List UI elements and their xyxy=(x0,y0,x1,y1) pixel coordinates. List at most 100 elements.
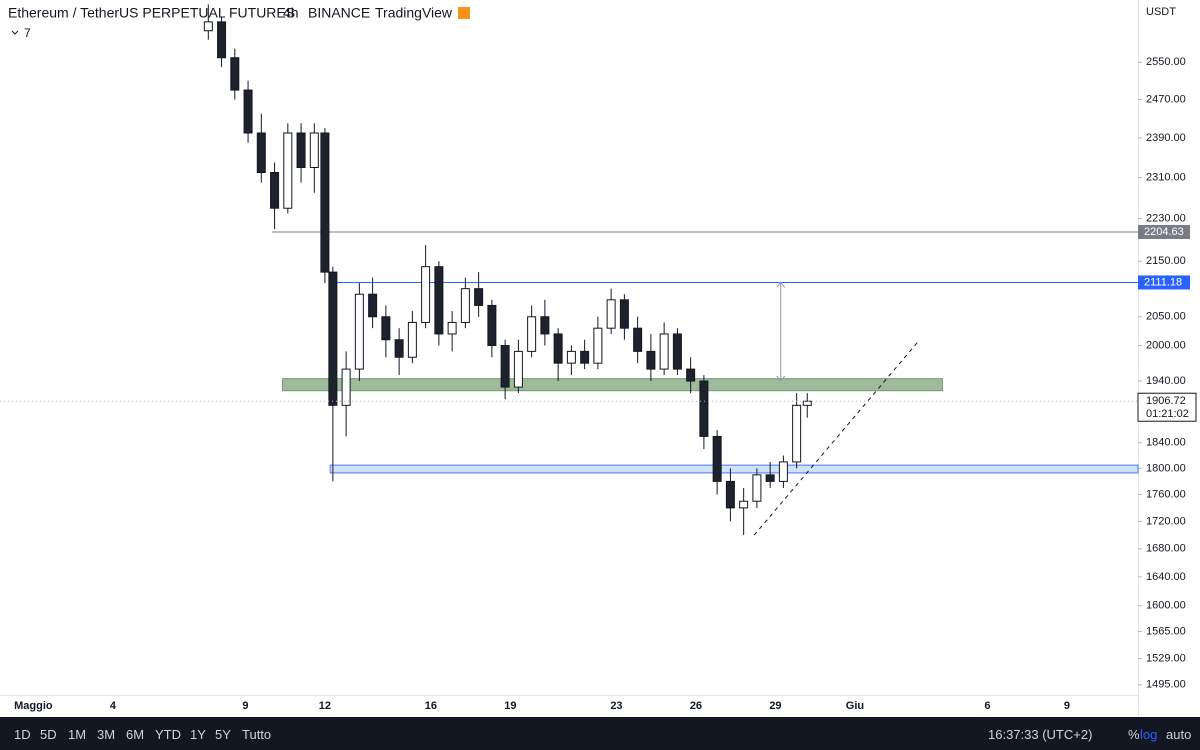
candle-body xyxy=(256,132,266,174)
x-tick-label: 26 xyxy=(690,700,702,712)
auto-toggle[interactable]: auto xyxy=(1166,727,1192,742)
x-tick-label: 29 xyxy=(769,700,781,712)
candle-body xyxy=(593,327,603,364)
candle-body xyxy=(243,89,253,134)
range-button[interactable]: 1D xyxy=(14,727,31,742)
candle-body xyxy=(328,271,338,406)
y-tick-label: 1720.00 xyxy=(1146,515,1186,527)
level-label: 2204.63 xyxy=(1144,226,1184,238)
plot-area xyxy=(0,4,1139,536)
candle-body xyxy=(434,266,444,335)
range-button[interactable]: Tutto xyxy=(242,727,272,742)
trend-line xyxy=(753,342,918,536)
percent-toggle[interactable]: % xyxy=(1128,727,1140,742)
candle-body xyxy=(460,288,470,323)
candle-body xyxy=(725,480,735,509)
y-tick-label: 2230.00 xyxy=(1146,213,1186,225)
last-price-label: 1906.72 xyxy=(1146,395,1186,407)
collapse-icon[interactable] xyxy=(11,30,19,35)
candle-body xyxy=(633,327,643,352)
range-button[interactable]: 3M xyxy=(97,727,116,742)
range-button[interactable]: 1M xyxy=(68,727,87,742)
zone xyxy=(329,464,1139,474)
x-tick-label: 19 xyxy=(504,700,516,712)
y-tick-label: 1840.00 xyxy=(1146,437,1186,449)
y-tick-label: 1495.00 xyxy=(1146,679,1186,691)
x-tick-label: 12 xyxy=(319,700,331,712)
candle-body xyxy=(394,339,404,358)
toolbar: % log auto 16:37:33 (UTC+2) 1D 5D 1M 3M 6M YT… xyxy=(0,717,1200,750)
candle-body xyxy=(381,316,391,341)
range-button[interactable]: 5Y xyxy=(215,727,231,742)
candle-body xyxy=(487,304,497,347)
last-price-tag xyxy=(1137,392,1197,422)
y-tick-label: 1940.00 xyxy=(1146,375,1186,387)
candle-body xyxy=(672,333,682,370)
y-tick-label: 1600.00 xyxy=(1146,600,1186,612)
candle-body xyxy=(309,132,319,168)
x-tick-label: 16 xyxy=(425,700,437,712)
candle-body xyxy=(283,132,293,209)
candle-body xyxy=(296,132,306,168)
candle-body xyxy=(566,350,576,364)
candle-body xyxy=(646,350,656,370)
candle-body xyxy=(320,132,330,273)
x-tick-label: Giu xyxy=(846,700,864,712)
level-tag xyxy=(1138,275,1190,290)
candle-body xyxy=(765,474,775,482)
candle-body xyxy=(802,400,812,406)
zone xyxy=(282,378,943,392)
measure-arrow xyxy=(776,281,786,382)
candle-body xyxy=(447,321,457,335)
y-tick-label: 2550.00 xyxy=(1146,56,1186,68)
range-button[interactable]: 6M xyxy=(126,727,145,742)
y-tick-label: 1680.00 xyxy=(1146,543,1186,555)
y-tick-label: 2470.00 xyxy=(1146,93,1186,105)
range-button[interactable]: 1Y xyxy=(190,727,206,742)
clock: 16:37:33 (UTC+2) xyxy=(988,727,1093,742)
candle-body xyxy=(712,435,722,482)
candle-body xyxy=(217,21,227,59)
chart: Ethereum / TetherUS PERPETUAL FUTURES 4h… xyxy=(0,0,1197,717)
candle-body xyxy=(513,350,523,388)
x-tick-label: 4 xyxy=(110,700,117,712)
y-tick-label: 2390.00 xyxy=(1146,132,1186,144)
candle-body xyxy=(606,299,616,329)
countdown: 01:21:02 xyxy=(1146,408,1189,420)
log-toggle[interactable]: log xyxy=(1140,727,1158,742)
candle-body xyxy=(540,316,550,335)
indicator-count: 7 xyxy=(24,26,31,40)
range-button[interactable]: YTD xyxy=(155,727,181,742)
flag-icon[interactable] xyxy=(458,7,470,19)
x-tick-label: 9 xyxy=(242,700,248,712)
x-tick-label: Maggio xyxy=(14,700,53,712)
interval: 4h xyxy=(283,5,299,21)
candle-body xyxy=(341,368,351,406)
y-tick-label: 2310.00 xyxy=(1146,171,1186,183)
y-tick-label: 2000.00 xyxy=(1146,339,1186,351)
candle-body xyxy=(421,266,431,323)
candle-body xyxy=(500,345,510,388)
y-tick-label: 1640.00 xyxy=(1146,571,1186,583)
candle-body xyxy=(686,368,696,382)
candle-body xyxy=(354,293,364,370)
exchange: BINANCE xyxy=(308,5,370,21)
currency: USDT xyxy=(1146,6,1176,18)
candle-body xyxy=(407,321,417,358)
x-tick-label: 23 xyxy=(610,700,622,712)
y-tick-label: 2150.00 xyxy=(1146,255,1186,267)
y-tick-label: 1800.00 xyxy=(1146,462,1186,474)
x-tick-label: 6 xyxy=(984,700,990,712)
y-tick-label: 2050.00 xyxy=(1146,311,1186,323)
candle-body xyxy=(699,380,709,437)
candle-body xyxy=(619,299,629,329)
candle-body xyxy=(739,500,749,509)
y-tick-label: 1565.00 xyxy=(1146,625,1186,637)
y-tick-label: 1529.00 xyxy=(1146,653,1186,665)
candle-body xyxy=(752,474,762,502)
candle-body xyxy=(792,404,802,463)
symbol: Ethereum / TetherUS PERPETUAL FUTURES xyxy=(8,5,295,21)
range-button[interactable]: 5D xyxy=(40,727,57,742)
candle-body xyxy=(778,461,788,482)
candle-body xyxy=(580,350,590,364)
